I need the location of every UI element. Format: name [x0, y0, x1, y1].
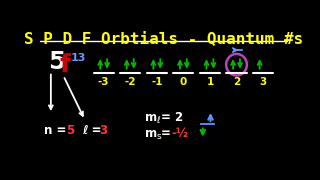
- Text: -2: -2: [124, 77, 136, 87]
- Text: -½: -½: [171, 127, 188, 140]
- Text: ℓ =: ℓ =: [83, 124, 102, 138]
- Text: n =: n =: [44, 124, 66, 138]
- Text: -1: -1: [151, 77, 163, 87]
- Text: m: m: [145, 127, 157, 140]
- Text: ℓ: ℓ: [156, 116, 160, 125]
- Text: 0: 0: [180, 77, 187, 87]
- Text: S P D F Orbtials - Quantum #s: S P D F Orbtials - Quantum #s: [24, 31, 304, 46]
- Text: m: m: [145, 111, 157, 124]
- Text: 2: 2: [233, 77, 240, 87]
- Text: 13: 13: [71, 53, 86, 63]
- Text: = 2: = 2: [161, 111, 183, 124]
- Text: 1: 1: [206, 77, 213, 87]
- Text: -3: -3: [98, 77, 109, 87]
- Text: 3: 3: [260, 77, 267, 87]
- Text: s: s: [156, 132, 161, 141]
- Text: 3: 3: [100, 124, 108, 138]
- Text: f: f: [60, 53, 70, 77]
- Text: =: =: [161, 127, 171, 140]
- Text: 5: 5: [48, 50, 65, 74]
- Text: 5: 5: [66, 124, 75, 138]
